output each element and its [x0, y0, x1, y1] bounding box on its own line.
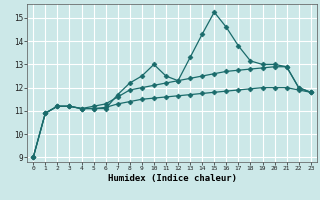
X-axis label: Humidex (Indice chaleur): Humidex (Indice chaleur) [108, 174, 236, 183]
